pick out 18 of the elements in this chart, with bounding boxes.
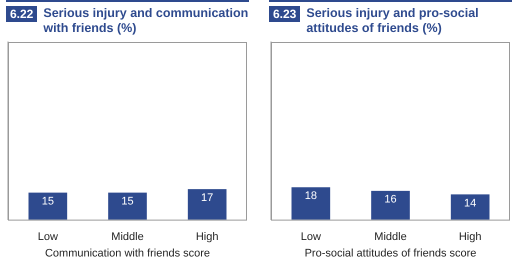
chart-title: Serious injury and communication with friends (%) <box>43 6 249 36</box>
data-label: 14 <box>464 197 476 210</box>
x-tick-label: High <box>196 231 218 244</box>
data-label: 18 <box>304 190 317 202</box>
data-label: 15 <box>121 195 134 208</box>
text: 6.23 <box>269 6 300 22</box>
data-label: 16 <box>384 194 397 206</box>
x-tick-label: Middle <box>374 231 407 244</box>
x-tick-label: High <box>458 231 482 244</box>
data-label: 15 <box>42 195 54 208</box>
x-axis-title: Communication with friends score <box>44 247 210 260</box>
x-tick-label: Low <box>38 231 58 244</box>
x-axis-title: Pro-social attitudes of friends score <box>304 247 476 260</box>
x-tick-label: Low <box>300 231 321 244</box>
data-label: 17 <box>201 192 214 204</box>
text: 6.22 <box>6 6 38 22</box>
x-tick-label: Middle <box>111 231 144 244</box>
chart-title: Serious injury and pro-social attitudes of friends (%) <box>306 6 480 36</box>
